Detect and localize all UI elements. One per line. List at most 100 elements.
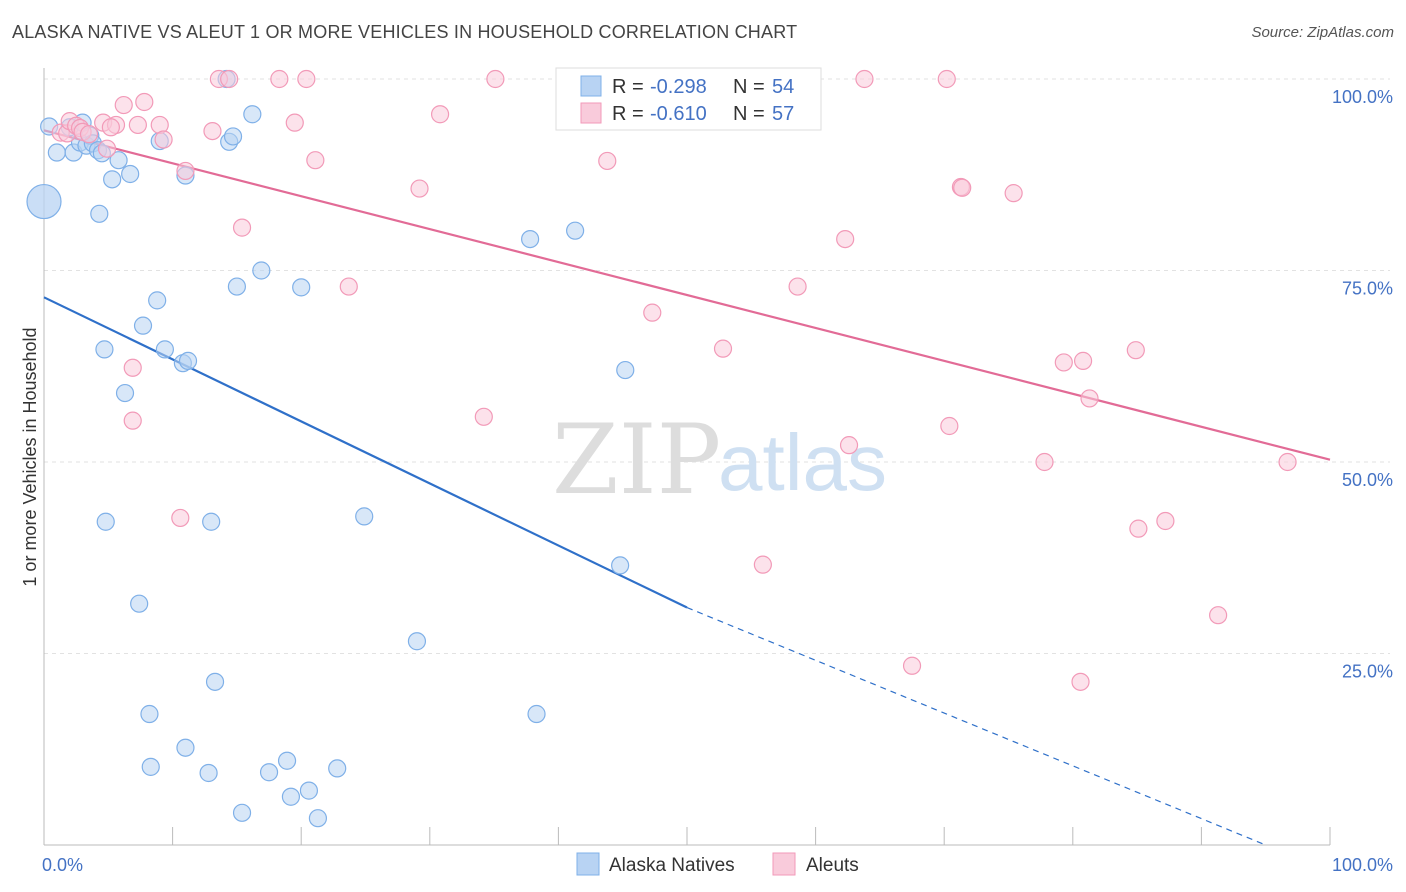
point-alaska-52 [616,360,635,380]
y-tick-labels: 100.0% 75.0% 50.0% 25.0% [1332,87,1393,682]
point-alaska-21 [178,351,198,370]
point-alaska-29 [292,278,311,297]
legend-n-label-1: N = [733,103,765,125]
point-aleut-56 [101,118,120,137]
point-aleut-12 [135,92,154,112]
point-aleut-35 [753,555,772,574]
x-tick-labels: 0.0% 100.0% [42,855,1393,875]
point-aleut-41 [940,416,959,436]
point-aleut-55 [855,69,874,89]
point-alaska-38 [141,757,160,776]
point-aleut-14 [154,130,173,149]
point-alaska-37 [176,738,195,757]
point-alaska-12 [103,170,122,189]
point-alaska-42 [281,787,301,806]
point-aleut-21 [285,113,304,132]
point-alaska-50 [566,221,585,240]
point-aleut-32 [598,151,617,171]
point-aleut-11 [128,115,147,135]
point-aleut-49 [1080,389,1099,408]
x-tick-label-0: 0.0% [42,855,83,875]
point-aleut-20 [270,69,289,89]
point-alaska-32 [202,512,221,531]
data-points [26,69,1297,828]
y-tick-label-1: 75.0% [1342,279,1393,299]
point-aleut-16 [203,121,222,141]
point-aleut-25 [123,411,142,430]
point-aleut-19 [232,218,252,237]
point-alaska-49 [521,229,540,249]
chart-title: ALASKA NATIVE VS ALEUT 1 OR MORE VEHICLE… [12,22,798,42]
point-aleut-28 [410,179,429,198]
point-aleut-31 [486,69,505,89]
point-alaska-43 [299,781,319,800]
point-alaska-48 [527,704,546,724]
point-alaska-19 [155,340,174,359]
point-aleut-29 [430,105,450,124]
point-aleut-23 [306,151,325,170]
point-aleut-47 [1071,672,1090,691]
axes [43,68,1331,846]
legend-r-label-0: R = [612,76,644,98]
y-tick-label-0: 100.0% [1332,87,1393,107]
legend-n-label-0: N = [733,76,765,98]
legend-r-label-1: R = [612,103,644,125]
legend-n-value-1: 57 [772,103,794,125]
point-aleut-33 [643,303,662,322]
legend-n-value-0: 54 [772,76,794,98]
watermark-atlas: atlas [718,418,887,507]
point-alaska-34 [130,594,149,613]
x-tick-label-1: 100.0% [1332,855,1393,875]
trend-line-alaska-extension [686,606,1266,846]
point-alaska-24 [223,127,243,146]
point-aleut-26 [123,358,142,377]
point-aleut-44 [1004,184,1023,203]
point-aleut-48 [1073,351,1093,370]
legend-r-label-text-0: R = [612,76,644,98]
point-aleut-34 [713,339,733,358]
point-aleut-53 [1209,606,1228,625]
point-alaska-51 [611,556,630,575]
point-alaska-13 [109,151,128,170]
point-alaska-46 [232,803,252,822]
point-alaska-36 [140,704,159,724]
point-aleut-18 [220,69,239,89]
trend-line-aleut [43,129,1331,461]
point-aleut-37 [836,229,855,249]
point-aleut-43 [953,178,972,197]
point-alaska-27 [227,277,246,296]
series-legend-swatch-alaska [576,852,600,876]
point-alaska-39 [199,763,218,783]
point-aleut-30 [474,407,493,426]
point-alaska-16 [115,383,135,403]
point-alaska-44 [308,809,328,828]
point-aleut-40 [937,69,956,89]
y-axis-label: 1 or more Vehicles in Household [20,327,40,586]
point-alaska-28 [252,261,271,280]
point-alaska-31 [96,512,115,531]
point-alaska-15 [95,340,114,359]
point-aleut-10 [114,95,133,115]
point-alaska-47 [407,632,427,651]
point-alaska-17 [133,316,153,335]
point-alaska-11 [90,204,109,223]
point-aleut-27 [171,508,190,528]
point-aleut-52 [1156,511,1175,531]
legend-r-value-1: -0.610 [650,103,707,125]
y-tick-label-2: 50.0% [1342,470,1393,490]
legend-swatch-aleut [580,102,602,124]
point-alaska-26 [243,105,262,124]
legend-swatch-alaska [580,75,602,97]
point-aleut-22 [297,69,316,89]
point-aleut-36 [788,277,807,296]
watermark-zip: ZIP [552,404,721,516]
grid-lines [44,78,1390,654]
point-aleut-51 [1129,519,1148,538]
point-aleut-50 [1126,341,1145,360]
legend-r-value-0: -0.298 [650,76,707,98]
point-aleut-15 [176,161,195,181]
point-alaska-41 [277,751,297,770]
legend: R = -0.298 N = 54 R = -0.610 N = 57 [555,67,822,131]
point-alaska-1 [47,143,66,162]
